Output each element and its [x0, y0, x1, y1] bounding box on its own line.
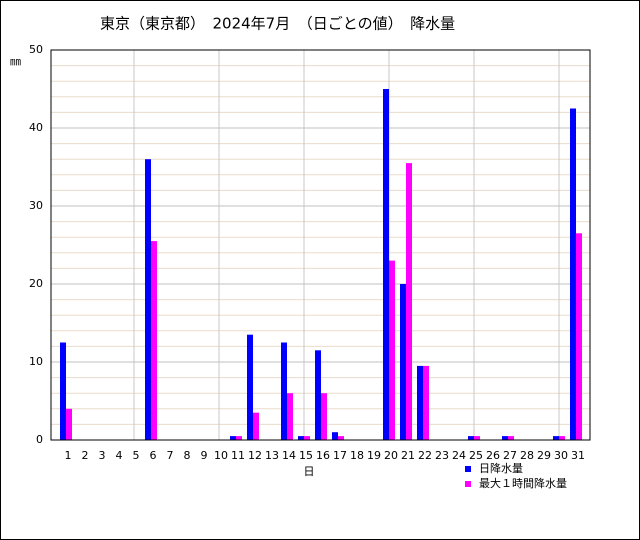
x-tick-label: 11 [231, 449, 245, 462]
y-tick-label: 40 [29, 121, 43, 134]
x-tick-label: 31 [571, 449, 585, 462]
x-tick-label: 29 [537, 449, 551, 462]
legend-swatch [465, 481, 471, 487]
bar [570, 108, 576, 440]
x-tick-label: 16 [316, 449, 330, 462]
y-tick-label: 30 [29, 199, 43, 212]
y-tick-label: 10 [29, 355, 43, 368]
bar [281, 342, 287, 440]
legend-swatch [465, 466, 471, 472]
x-tick-label: 26 [486, 449, 500, 462]
bar [406, 163, 412, 440]
x-tick-label: 4 [116, 449, 123, 462]
x-tick-label: 21 [401, 449, 415, 462]
bar [502, 436, 508, 440]
y-tick-label: 20 [29, 277, 43, 290]
x-tick-label: 2 [82, 449, 89, 462]
bar [423, 365, 429, 440]
bar [389, 260, 395, 440]
x-tick-label: 17 [333, 449, 347, 462]
x-tick-label: 5 [133, 449, 140, 462]
bar [417, 365, 423, 440]
x-tick-label: 19 [367, 449, 381, 462]
x-axis-label: 日 [304, 465, 315, 478]
x-tick-label: 13 [265, 449, 279, 462]
x-tick-label: 9 [201, 449, 208, 462]
bar [474, 436, 480, 440]
bar [468, 436, 474, 440]
x-tick-label: 30 [554, 449, 568, 462]
x-tick-label: 20 [384, 449, 398, 462]
bar [145, 159, 151, 440]
legend-label: 最大１時間降水量 [479, 476, 567, 490]
legend-label: 日降水量 [479, 461, 523, 475]
x-tick-label: 8 [184, 449, 191, 462]
bar [298, 436, 304, 440]
bar [236, 436, 242, 440]
bar [383, 89, 389, 440]
bar [287, 393, 293, 440]
bar [553, 436, 559, 440]
bar [321, 393, 327, 440]
x-tick-label: 18 [350, 449, 364, 462]
bar [304, 436, 310, 440]
x-tick-label: 3 [99, 449, 106, 462]
bar [230, 436, 236, 440]
bar [576, 233, 582, 440]
chart-title: 東京（東京都） 2024年7月 （日ごとの値） 降水量 [100, 15, 455, 33]
x-tick-label: 10 [214, 449, 228, 462]
x-tick-label: 14 [282, 449, 296, 462]
bar [332, 432, 338, 440]
x-tick-label: 15 [299, 449, 313, 462]
bar [60, 342, 66, 440]
x-tick-label: 27 [503, 449, 517, 462]
x-tick-label: 6 [150, 449, 157, 462]
bar [559, 436, 565, 440]
x-tick-label: 7 [167, 449, 174, 462]
x-tick-label: 22 [418, 449, 432, 462]
x-tick-label: 12 [248, 449, 262, 462]
y-tick-label: 50 [29, 43, 43, 56]
bar [253, 412, 259, 440]
bar [338, 436, 344, 440]
x-tick-label: 23 [435, 449, 449, 462]
plot-border [50, 49, 591, 441]
bar [315, 350, 321, 440]
bar [151, 241, 157, 440]
x-tick-label: 25 [469, 449, 483, 462]
x-tick-label: 1 [65, 449, 72, 462]
bar [247, 334, 253, 440]
bar [508, 436, 514, 440]
y-tick-label: 0 [36, 433, 43, 446]
bar [400, 284, 406, 440]
x-tick-label: 28 [520, 449, 534, 462]
x-tick-label: 24 [452, 449, 466, 462]
y-axis-label: ㎜ [10, 55, 21, 68]
bar [66, 408, 72, 440]
